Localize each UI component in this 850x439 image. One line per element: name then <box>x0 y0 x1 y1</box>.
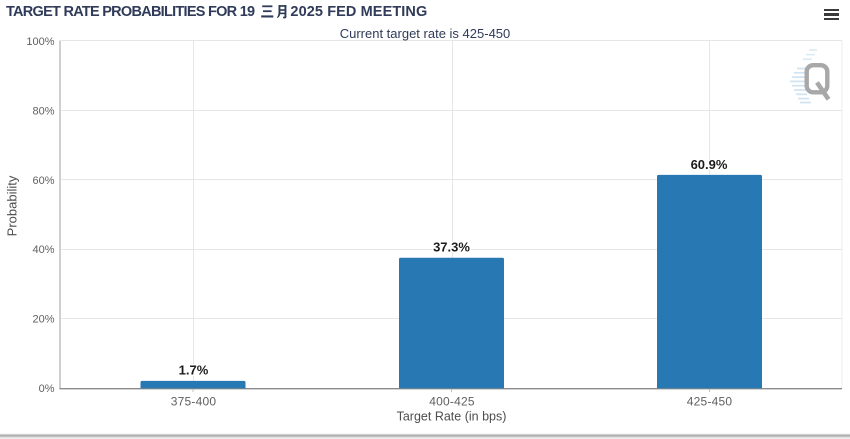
svg-text:40%: 40% <box>32 244 54 256</box>
svg-text:37.3%: 37.3% <box>433 240 470 255</box>
svg-text:Probability: Probability <box>5 175 20 236</box>
svg-text:60.9%: 60.9% <box>691 157 728 172</box>
svg-text:375-400: 375-400 <box>171 395 217 409</box>
svg-text:1.7%: 1.7% <box>179 363 209 378</box>
svg-text:100%: 100% <box>26 36 54 48</box>
svg-text:60%: 60% <box>32 175 54 187</box>
svg-text:0%: 0% <box>39 383 55 395</box>
svg-text:400-425: 400-425 <box>429 395 475 409</box>
svg-text:80%: 80% <box>32 105 54 117</box>
svg-text:425-450: 425-450 <box>687 395 733 409</box>
svg-text:20%: 20% <box>32 314 54 326</box>
svg-text:Target Rate (in bps): Target Rate (in bps) <box>397 409 507 423</box>
